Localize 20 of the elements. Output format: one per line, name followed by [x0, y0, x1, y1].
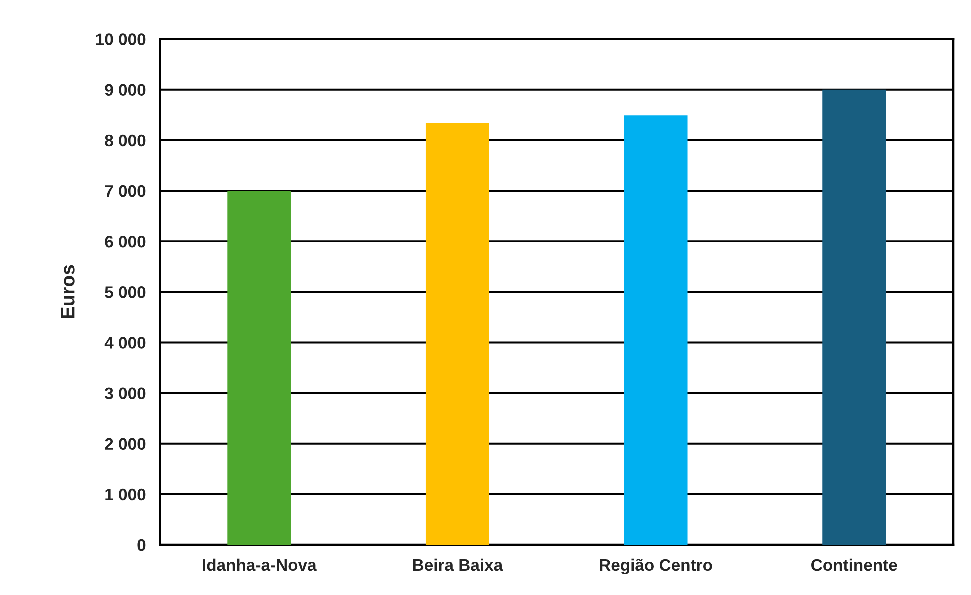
y-tick-label: 10 000	[96, 34, 146, 46]
y-tick-label: 2 000	[105, 438, 146, 450]
x-tick-label: Continente	[812, 558, 898, 572]
y-tick-label: 6 000	[105, 236, 146, 248]
y-tick-label: 3 000	[105, 388, 146, 400]
x-tick-label: Beira Baixa	[413, 558, 504, 572]
bar	[228, 190, 292, 546]
y-tick-label: 5 000	[105, 286, 146, 298]
bar	[426, 123, 490, 546]
bar	[822, 90, 886, 546]
x-tick-label: Idanha-a-Nova	[203, 558, 317, 572]
x-tick-label: Região Centro	[600, 558, 712, 575]
y-tick-label: 4 000	[104, 337, 146, 349]
y-tick-label: 7 000	[105, 185, 146, 198]
y-axis-title: Euros	[61, 265, 75, 318]
bar	[624, 116, 688, 546]
y-tick-label: 1 000	[106, 488, 146, 501]
y-tick-label: 9 000	[105, 84, 146, 96]
y-tick-label: 8 000	[105, 134, 146, 147]
y-tick-label: 0	[138, 539, 146, 552]
